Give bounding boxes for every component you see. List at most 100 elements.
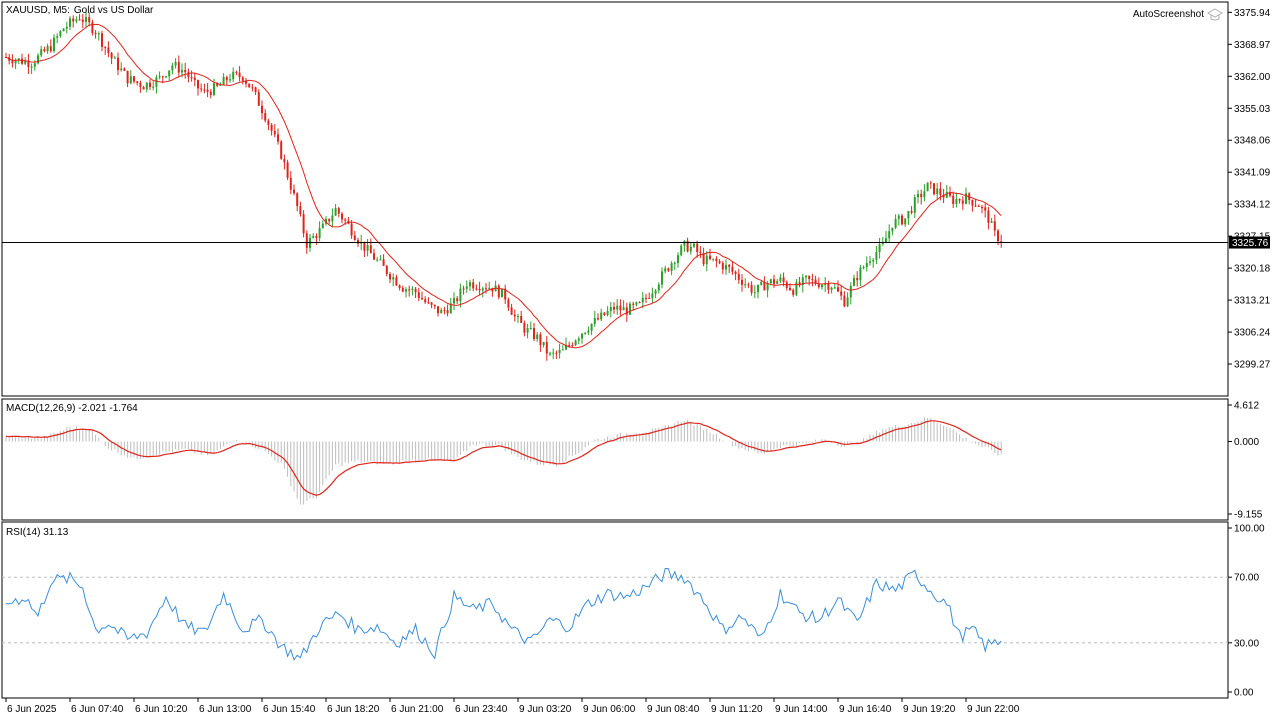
candle-body <box>158 76 161 78</box>
candle-body <box>520 315 523 323</box>
macd-axis-label: -9.155 <box>1234 510 1263 521</box>
candle-body <box>318 228 321 239</box>
candle-body <box>513 314 516 317</box>
candle-body <box>779 277 782 282</box>
candle-body <box>286 162 289 178</box>
candle-body <box>421 298 423 300</box>
candle-body <box>225 76 228 81</box>
candle-body <box>536 334 539 340</box>
candle-body <box>773 279 775 284</box>
candle-body <box>325 218 327 224</box>
macd-panel[interactable] <box>1 398 1229 521</box>
candle-body <box>305 233 308 248</box>
time-axis-label: 9 Jun 03:20 <box>519 704 572 715</box>
candle-body <box>974 205 977 207</box>
candle-body <box>865 262 868 268</box>
candle-body <box>731 266 734 272</box>
candle-body <box>616 305 619 310</box>
candle-body <box>926 182 929 192</box>
candle-body <box>414 288 417 293</box>
time-axis-label: 9 Jun 22:00 <box>967 704 1020 715</box>
candle-body <box>571 344 574 346</box>
candle-body <box>427 302 430 304</box>
candle-body <box>811 279 814 281</box>
candle-body <box>56 36 59 38</box>
candle-body <box>213 83 215 95</box>
price-axis-label: 3355.03 <box>1234 104 1271 115</box>
candle-body <box>504 288 507 300</box>
candle-body <box>475 288 478 290</box>
candle-body <box>254 87 257 92</box>
candle-body <box>283 158 286 163</box>
candle-body <box>136 81 139 83</box>
candle-body <box>971 199 974 206</box>
current-price-tag <box>1229 236 1270 249</box>
candle-body <box>648 297 651 299</box>
candle-body <box>350 223 353 236</box>
candle-body <box>161 76 164 78</box>
price-panel[interactable] <box>1 1 1229 397</box>
candle-body <box>478 288 481 291</box>
candle-body <box>392 277 395 280</box>
candle-body <box>267 120 270 125</box>
candle-body <box>808 275 811 280</box>
candle-body <box>766 283 769 291</box>
candle-body <box>17 58 20 61</box>
candle-body <box>149 82 151 88</box>
candle-body <box>197 80 199 89</box>
candle-body <box>558 349 561 354</box>
candle-body <box>174 62 177 66</box>
candle-body <box>389 274 391 280</box>
candle-body <box>840 291 843 296</box>
candle-body <box>353 235 356 241</box>
candle-body <box>449 303 452 314</box>
candle-body <box>638 302 641 304</box>
candle-body <box>123 68 126 71</box>
candle-body <box>277 134 279 142</box>
candle-body <box>654 290 657 294</box>
candle-body <box>193 77 196 81</box>
candle-body <box>424 299 427 303</box>
candle-body <box>203 89 206 91</box>
candle-body <box>289 177 292 190</box>
candle-body <box>190 77 193 79</box>
current-price-label: 3325.76 <box>1232 238 1269 249</box>
candle-body <box>270 124 273 131</box>
candle-body <box>753 292 756 294</box>
candle-body <box>357 240 359 244</box>
rsi-line <box>5 567 1002 661</box>
rsi-axis-label: 30.00 <box>1234 638 1259 649</box>
candle-body <box>110 52 113 59</box>
candle-body <box>629 303 631 315</box>
candle-body <box>737 273 740 280</box>
time-axis-label: 9 Jun 11:20 <box>711 704 763 715</box>
candle-body <box>603 312 606 316</box>
candle-body <box>101 33 103 47</box>
candle-body <box>497 285 500 298</box>
candle-body <box>1000 241 1003 243</box>
candle-body <box>635 302 638 305</box>
candle-body <box>369 245 372 254</box>
candle-body <box>539 334 542 346</box>
candle-body <box>501 288 503 298</box>
candle-body <box>891 227 894 232</box>
candle-body <box>712 258 715 260</box>
candle-body <box>337 208 340 214</box>
candle-body <box>171 65 174 71</box>
candle-body <box>904 218 907 225</box>
candle-body <box>65 26 68 29</box>
rsi-panel[interactable] <box>1 521 1229 699</box>
candle-body <box>641 297 644 303</box>
candle-body <box>795 282 798 295</box>
candle-body <box>302 214 305 234</box>
time-axis-label: 6 Jun 10:20 <box>135 704 188 715</box>
candle-body <box>440 310 443 314</box>
candle-body <box>200 88 203 90</box>
candle-body <box>709 255 711 259</box>
graduation-cap-icon <box>1206 8 1224 21</box>
candle-body <box>693 243 695 247</box>
candle-body <box>664 268 667 272</box>
candle-body <box>584 332 587 334</box>
candle-body <box>222 76 225 85</box>
